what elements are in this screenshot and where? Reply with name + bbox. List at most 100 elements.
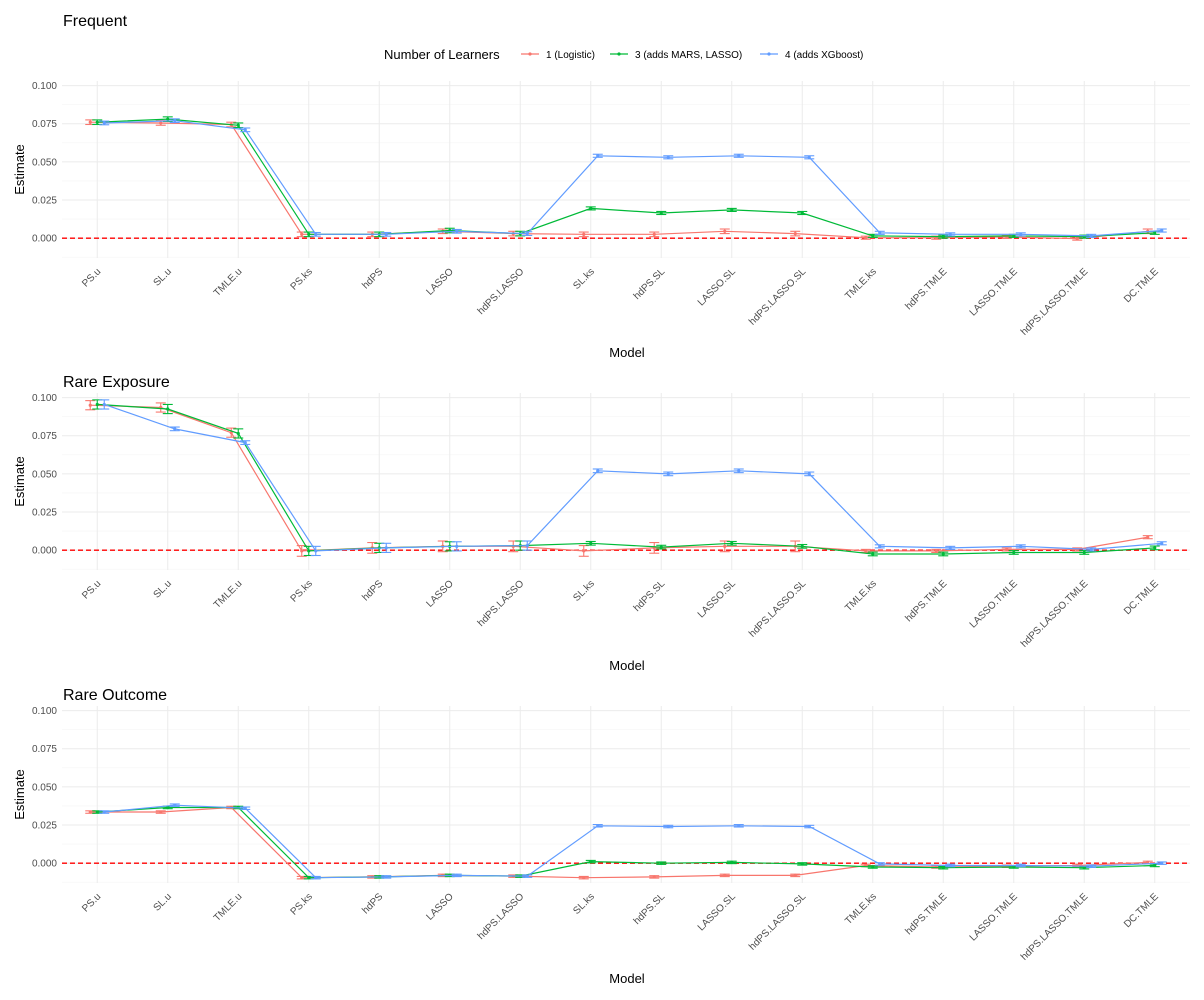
data-point bbox=[589, 860, 593, 864]
x-tick-label: DC.TMLE bbox=[1122, 578, 1161, 617]
x-tick-label: LASSO bbox=[425, 266, 457, 298]
x-tick-label: hdPS.LASSO.TMLE bbox=[1019, 266, 1091, 338]
data-point bbox=[1082, 550, 1086, 555]
series-1 bbox=[85, 805, 1153, 880]
series-2 bbox=[92, 116, 1160, 239]
y-tick-label: 0.050 bbox=[32, 782, 57, 793]
legend-key-point bbox=[767, 52, 771, 56]
data-point bbox=[871, 234, 875, 238]
x-tick-label: hdPS.LASSO.TMLE bbox=[1019, 891, 1091, 963]
data-point bbox=[1160, 228, 1164, 233]
series-line bbox=[97, 118, 1155, 238]
data-point bbox=[666, 472, 670, 476]
data-point bbox=[1019, 232, 1023, 236]
series-line bbox=[90, 121, 1148, 240]
data-point bbox=[864, 549, 868, 553]
legend-item-1: 1 (Logistic) bbox=[521, 50, 595, 61]
y-tick-label: 0.025 bbox=[32, 821, 57, 832]
x-tick-label: hdPS.SL bbox=[632, 266, 668, 302]
y-tick-label: 0.100 bbox=[32, 81, 57, 92]
data-point bbox=[102, 121, 106, 125]
x-tick-label: SL.ks bbox=[571, 266, 596, 291]
panel-title: Rare Outcome bbox=[63, 687, 167, 704]
x-tick-label: hdPS bbox=[360, 891, 385, 916]
data-point bbox=[652, 232, 656, 236]
x-tick-label: PS.ks bbox=[289, 578, 315, 604]
x-tick-label: LASSO.SL bbox=[696, 891, 738, 933]
data-point bbox=[659, 545, 663, 549]
data-point bbox=[800, 211, 804, 215]
x-tick-label: hdPS.LASSO.SL bbox=[747, 266, 809, 328]
x-tick-label: hdPS.LASSO.SL bbox=[747, 578, 809, 640]
data-point bbox=[730, 208, 734, 212]
data-point bbox=[1146, 535, 1150, 539]
data-point bbox=[95, 810, 99, 814]
x-tick-label: LASSO.TMLE bbox=[968, 891, 1020, 943]
data-point bbox=[314, 549, 318, 553]
x-tick-label: DC.TMLE bbox=[1122, 266, 1161, 305]
x-tick-label: TMLE.u bbox=[212, 266, 245, 299]
data-point bbox=[307, 232, 311, 236]
x-tick-label: hdPS.LASSO bbox=[476, 578, 527, 629]
y-tick-label: 0.100 bbox=[32, 393, 57, 404]
series-3 bbox=[99, 399, 1167, 557]
data-point bbox=[878, 544, 882, 548]
x-tick-label: SL.ks bbox=[571, 891, 596, 916]
data-point bbox=[236, 431, 240, 436]
series-2 bbox=[92, 399, 1160, 557]
data-point bbox=[159, 810, 163, 814]
data-point bbox=[1160, 861, 1164, 865]
y-axis-title: Estimate bbox=[12, 144, 27, 195]
data-point bbox=[455, 873, 459, 877]
data-point bbox=[793, 231, 797, 236]
x-axis-title: Model bbox=[609, 345, 645, 360]
x-tick-label: SL.u bbox=[152, 266, 174, 288]
legend-item-2: 3 (adds MARS, LASSO) bbox=[610, 50, 742, 61]
series-3 bbox=[99, 803, 1167, 880]
series-line bbox=[97, 806, 1155, 879]
data-point bbox=[582, 876, 586, 880]
y-tick-label: 0.075 bbox=[32, 119, 57, 130]
y-tick-label: 0.025 bbox=[32, 508, 57, 519]
data-point bbox=[243, 440, 247, 445]
data-point bbox=[723, 544, 727, 548]
y-tick-label: 0.050 bbox=[32, 157, 57, 168]
panel-title: Frequent bbox=[63, 13, 128, 30]
data-point bbox=[864, 236, 868, 240]
data-point bbox=[1019, 863, 1023, 868]
data-point bbox=[1089, 864, 1093, 868]
data-point bbox=[300, 876, 304, 880]
data-point bbox=[166, 407, 170, 411]
x-tick-label: PS.ks bbox=[289, 891, 315, 917]
data-point bbox=[582, 549, 586, 553]
data-point bbox=[878, 231, 882, 235]
data-point bbox=[88, 810, 92, 814]
data-point bbox=[723, 873, 727, 877]
series-line bbox=[90, 806, 1148, 879]
data-point bbox=[1153, 863, 1157, 868]
data-point bbox=[1153, 231, 1157, 235]
x-tick-label: LASSO.TMLE bbox=[968, 266, 1020, 318]
y-axis-title: Estimate bbox=[12, 769, 27, 820]
data-point bbox=[666, 155, 670, 159]
legend: Number of Learners 1 (Logistic) 3 (adds M… bbox=[384, 47, 863, 62]
x-axis-title: Model bbox=[609, 971, 645, 986]
legend-key-point bbox=[528, 52, 532, 56]
x-axis-title: Model bbox=[609, 658, 645, 673]
y-axis-title: Estimate bbox=[12, 456, 27, 507]
data-point bbox=[300, 549, 304, 553]
legend-items: 1 (Logistic) 3 (adds MARS, LASSO) 4 (adds … bbox=[521, 50, 863, 61]
data-point bbox=[737, 154, 741, 158]
legend-label: 3 (adds MARS, LASSO) bbox=[635, 50, 742, 61]
data-point bbox=[1075, 237, 1079, 241]
panel-3: 0.000 0.025 0.050 0.075 0.100 PS.u SL.u TMLE.u P… bbox=[12, 687, 1190, 986]
y-tick-label: 0.000 bbox=[32, 234, 57, 245]
data-point bbox=[314, 876, 318, 880]
x-tick-label: LASSO.SL bbox=[696, 266, 738, 308]
data-point bbox=[666, 824, 670, 829]
y-tick-label: 0.000 bbox=[32, 859, 57, 870]
data-point bbox=[307, 549, 311, 553]
data-point bbox=[934, 549, 938, 553]
data-point bbox=[525, 543, 529, 548]
panel-1: 0.000 0.025 0.050 0.075 0.100 PS.u SL.u TMLE.u P… bbox=[12, 13, 1190, 360]
